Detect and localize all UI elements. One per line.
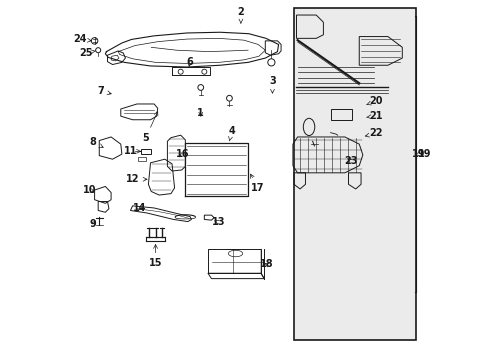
Text: 25: 25: [79, 48, 95, 58]
Text: 19: 19: [418, 149, 431, 159]
Bar: [207, 249, 261, 273]
Text: 16: 16: [176, 149, 189, 159]
Text: 14: 14: [133, 203, 146, 213]
Text: 3: 3: [268, 76, 275, 93]
Text: 12: 12: [125, 174, 147, 184]
Text: 4: 4: [228, 126, 235, 141]
Text: 21: 21: [366, 111, 383, 121]
Text: 2: 2: [237, 7, 244, 23]
Bar: [185, 143, 247, 196]
Text: 18: 18: [260, 259, 273, 269]
Text: 15: 15: [148, 244, 162, 268]
Text: 7: 7: [97, 86, 111, 96]
Text: 24: 24: [73, 35, 91, 44]
Text: 20: 20: [366, 96, 383, 106]
Text: 17: 17: [250, 174, 264, 193]
Text: 19: 19: [411, 149, 424, 159]
Text: 1: 1: [197, 108, 203, 118]
Text: 10: 10: [82, 185, 96, 195]
Text: 5: 5: [142, 112, 158, 143]
Text: 11: 11: [123, 146, 140, 156]
Text: 22: 22: [365, 129, 383, 138]
Bar: [330, 109, 351, 120]
Bar: [140, 149, 150, 154]
Bar: [137, 157, 145, 161]
Bar: [293, 8, 415, 339]
Text: 9: 9: [90, 219, 96, 229]
Text: 23: 23: [344, 156, 357, 166]
Text: 13: 13: [211, 217, 225, 227]
Text: 8: 8: [89, 138, 103, 147]
Text: 6: 6: [186, 57, 193, 67]
